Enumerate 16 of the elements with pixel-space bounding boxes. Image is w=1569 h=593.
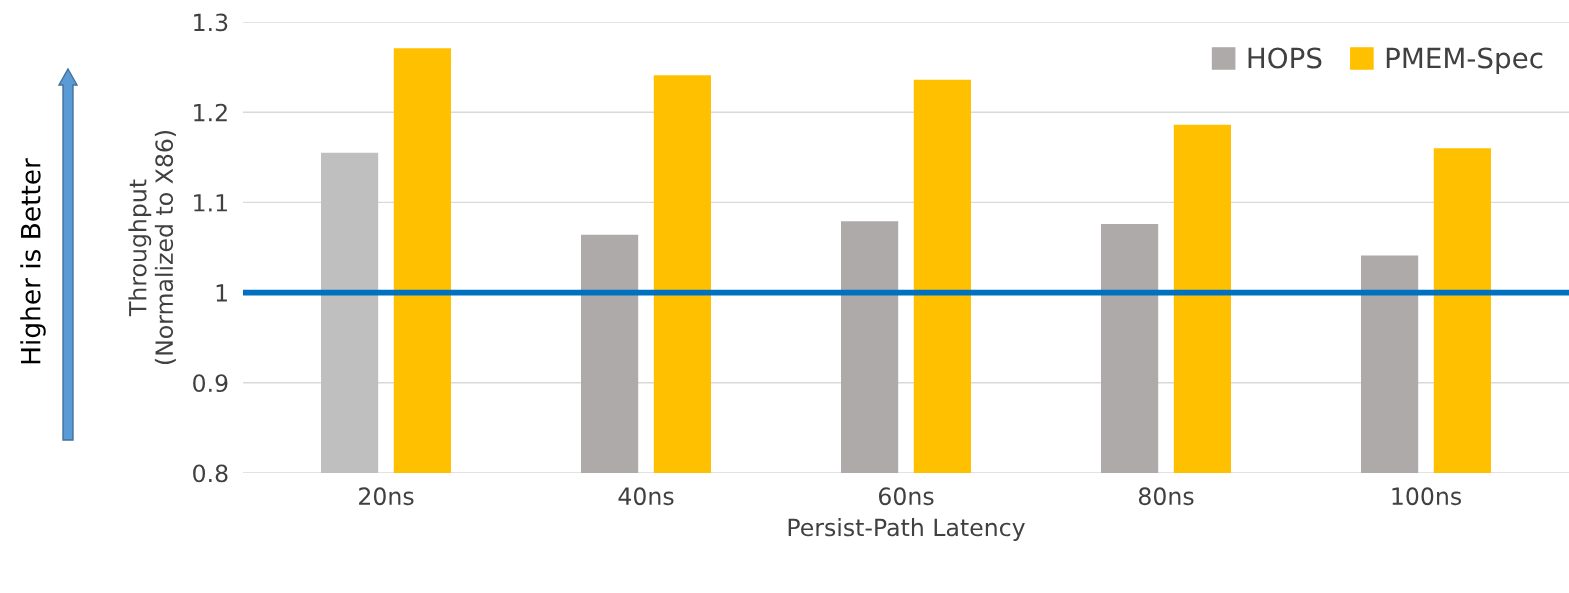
legend-label: PMEM-Spec	[1386, 47, 1543, 74]
x-tick-label: 20ns	[359, 487, 414, 506]
x-axis-title: Persist-Path Latency	[788, 518, 1025, 541]
x-tick-label: 40ns	[618, 487, 674, 506]
legend-label: HOPS	[1248, 47, 1322, 69]
y-tick-label: 1.1	[194, 194, 227, 212]
x-tick-label: 100ns	[1392, 487, 1462, 506]
y-tick-label: 1.2	[194, 103, 227, 122]
y-tick-label: 0.9	[193, 374, 228, 393]
x-tick-label: 60ns	[878, 487, 934, 506]
y-tick-label: 1	[216, 284, 227, 302]
y-axis-title: Throughput (Normalized to X86)	[128, 130, 176, 365]
x-tick-label: 80ns	[1138, 487, 1194, 506]
y-tick-label: 1.3	[194, 13, 228, 32]
y-tick-label: 0.8	[193, 464, 228, 483]
text: Higher is Better	[20, 158, 46, 364]
